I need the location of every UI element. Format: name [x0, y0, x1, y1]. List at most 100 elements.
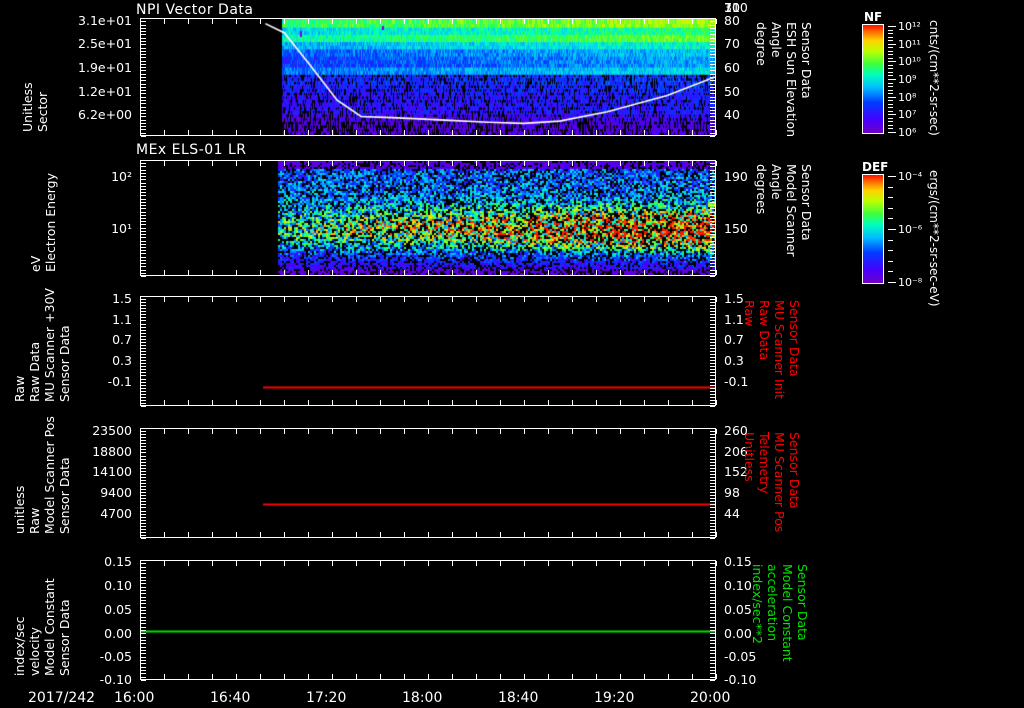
axis-tick-mark: [710, 647, 715, 648]
axis-tick-mark: [356, 130, 357, 135]
colorbar-tick-mark: [888, 40, 893, 41]
axis-tick-mark: [141, 317, 146, 318]
axis-tick-mark: [164, 270, 165, 275]
axis-tick-mark: [644, 161, 645, 166]
axis-tick-mark: [404, 270, 405, 275]
axis-tick-mark: [452, 429, 453, 434]
colorbar-tick-mark: [888, 240, 893, 241]
axis-tick-mark: [476, 270, 477, 275]
axis-tick-mark: [141, 270, 146, 271]
axis-tick-mark: [710, 529, 715, 530]
axis-tick-mark: [710, 173, 715, 174]
axis-tick-mark: [188, 270, 189, 275]
colorbar-tick-label: 10⁹: [898, 73, 917, 86]
axis-tick-mark: [188, 674, 189, 679]
axis-tick-mark: [668, 429, 669, 434]
axis-tick-mark: [141, 673, 146, 674]
axis-tick-mark: [141, 677, 146, 678]
axis-tick-mark: [356, 532, 357, 537]
axis-tick-mark: [141, 663, 146, 664]
axis-tick-mark: [141, 97, 146, 98]
panel4-left-axis-label-line: Raw: [27, 507, 42, 534]
axis-tick-label: 4700: [100, 506, 132, 522]
axis-tick-mark: [710, 317, 715, 318]
axis-tick-mark: [356, 297, 357, 302]
axis-tick-mark: [710, 366, 715, 367]
axis-tick-mark: [141, 136, 146, 137]
axis-tick-mark: [332, 429, 333, 434]
axis-tick-mark: [141, 360, 146, 361]
axis-tick-label: -0.1: [724, 374, 749, 390]
panel3-left-axis-label-line: MU Scanner +30V: [42, 288, 57, 402]
axis-tick-mark: [710, 613, 715, 614]
axis-tick-mark: [141, 133, 146, 134]
axis-tick-mark: [141, 330, 146, 331]
axis-tick-mark: [141, 48, 146, 49]
axis-tick-mark: [668, 130, 669, 135]
axis-tick-mark: [710, 129, 715, 130]
axis-tick-mark: [141, 57, 146, 58]
axis-tick-mark: [141, 388, 146, 389]
colorbar-tick-mark: [888, 97, 896, 98]
axis-tick-mark: [188, 19, 189, 24]
axis-tick-mark: [500, 561, 501, 566]
axis-tick-mark: [710, 250, 715, 251]
axis-tick-mark: [140, 297, 141, 302]
axis-tick-mark: [668, 19, 669, 24]
axis-tick-mark: [710, 667, 715, 668]
axis-tick-mark: [692, 400, 693, 405]
axis-tick-mark: [141, 260, 146, 261]
axis-tick-mark: [710, 41, 715, 42]
axis-tick-mark: [596, 400, 597, 405]
axis-tick-mark: [692, 19, 693, 24]
axis-tick-mark: [710, 580, 715, 581]
def-colorbar: [862, 174, 884, 284]
axis-tick-mark: [716, 429, 717, 434]
axis-tick-mark: [710, 462, 715, 463]
axis-tick-mark: [141, 113, 146, 114]
axis-tick-mark: [141, 299, 146, 300]
axis-tick-mark: [212, 297, 213, 302]
axis-tick-mark: [140, 561, 141, 566]
axis-tick-mark: [141, 166, 146, 167]
axis-tick-mark: [710, 623, 715, 624]
axis-tick-mark: [141, 403, 146, 404]
axis-tick-mark: [620, 674, 621, 679]
axis-tick-label: 40: [724, 107, 740, 123]
axis-tick-mark: [710, 673, 715, 674]
axis-tick-mark: [596, 297, 597, 302]
axis-tick-label: 190: [724, 168, 748, 184]
time-tick-label: 18:00: [402, 690, 443, 706]
panel4-left-axis-label: Sensor Data: [57, 457, 136, 547]
axis-tick-mark: [141, 449, 146, 450]
axis-tick-mark: [141, 385, 146, 386]
axis-tick-mark: [500, 130, 501, 135]
axis-tick-mark: [428, 561, 429, 566]
axis-tick-mark: [141, 345, 146, 346]
axis-tick-mark: [668, 561, 669, 566]
panel4-right-axis-label-line: Unitless: [742, 432, 757, 482]
axis-tick-mark: [141, 382, 146, 383]
axis-tick-mark: [141, 570, 146, 571]
axis-tick-mark: [308, 400, 309, 405]
axis-tick-mark: [260, 400, 261, 405]
axis-tick-mark: [476, 297, 477, 302]
axis-tick-mark: [476, 130, 477, 135]
panel2-right-axis-label: degrees: [754, 164, 817, 214]
axis-tick-mark: [710, 57, 715, 58]
axis-tick-label: -0.1: [107, 374, 132, 390]
axis-tick-mark: [141, 54, 146, 55]
axis-tick-mark: [572, 19, 573, 24]
axis-tick-mark: [710, 593, 715, 594]
colorbar-tick-mark: [888, 86, 893, 87]
axis-tick-mark: [596, 19, 597, 24]
axis-tick-mark: [141, 305, 146, 306]
axis-tick-mark: [644, 429, 645, 434]
axis-tick-mark: [548, 297, 549, 302]
colorbar-tick-mark: [888, 61, 896, 62]
axis-tick-mark: [356, 161, 357, 166]
axis-tick-mark: [710, 351, 715, 352]
axis-tick-mark: [710, 526, 715, 527]
nf-colorbar-title: NF: [864, 10, 883, 24]
axis-tick-mark: [710, 403, 715, 404]
